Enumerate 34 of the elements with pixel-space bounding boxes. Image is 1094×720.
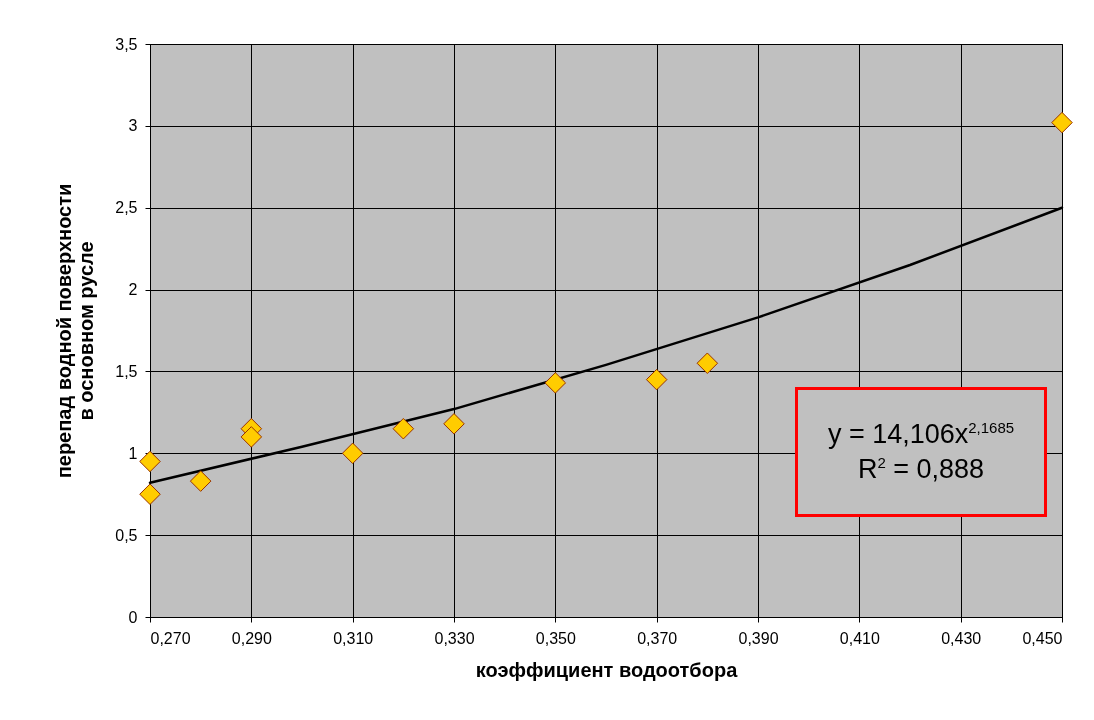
y-tick-label: 0 (128, 608, 138, 626)
y-tick-label: 1,5 (115, 362, 138, 380)
annotation-frame: y = 14,106x$^{2,1685}$ R$^{2}$ = 0,888 (795, 387, 1047, 517)
y-tick-label: 1 (128, 444, 138, 462)
annotation: R$^{2}$ = 0,888 (857, 453, 985, 486)
x-tick-label: 0,330 (434, 629, 475, 647)
x-tick-label: 0,290 (231, 629, 272, 647)
x-tick-label: 0,410 (839, 629, 880, 647)
y-tick-label: 3,5 (115, 35, 138, 53)
x-axis-title: коэффициент водоотбора (475, 658, 739, 681)
point (341, 442, 364, 465)
y-tick-label: 3 (128, 117, 138, 135)
y-tick-label: 2 (128, 281, 138, 299)
y-tick-label: 0,5 (115, 526, 138, 544)
x-tick-label: 0,450 (1022, 629, 1063, 647)
annotation: y = 14,106x$^{2,1685}$ (827, 417, 1015, 451)
point (139, 483, 161, 505)
x-tick-label: 0,270 (150, 629, 191, 647)
point (544, 372, 567, 394)
point (645, 368, 668, 391)
point (189, 470, 212, 492)
y-axis-title: перепад водной поверхности в основном русле (53, 183, 98, 479)
x-tick-label: 0,370 (637, 629, 678, 647)
point (139, 450, 161, 473)
point (1051, 111, 1073, 134)
x-tick-label: 0,390 (738, 629, 779, 647)
x-tick-label: 0,430 (941, 629, 982, 647)
point (443, 413, 465, 435)
point (392, 417, 415, 440)
point (240, 426, 263, 448)
point (696, 352, 719, 374)
x-tick-label: 0,310 (333, 629, 374, 647)
x-tick-label: 0,350 (535, 629, 576, 647)
y-tick-label: 2,5 (115, 199, 138, 217)
